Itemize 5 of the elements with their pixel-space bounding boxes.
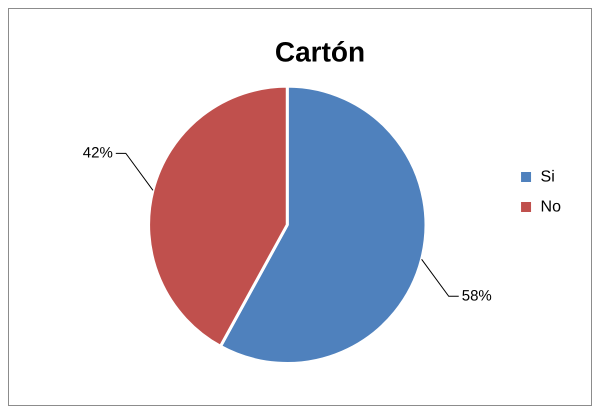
legend-label: Si: [540, 168, 555, 186]
data-label: 42%: [82, 144, 113, 162]
legend-label: No: [540, 198, 562, 216]
chart-title: Cartón: [274, 36, 366, 68]
data-label: 58%: [462, 287, 492, 304]
